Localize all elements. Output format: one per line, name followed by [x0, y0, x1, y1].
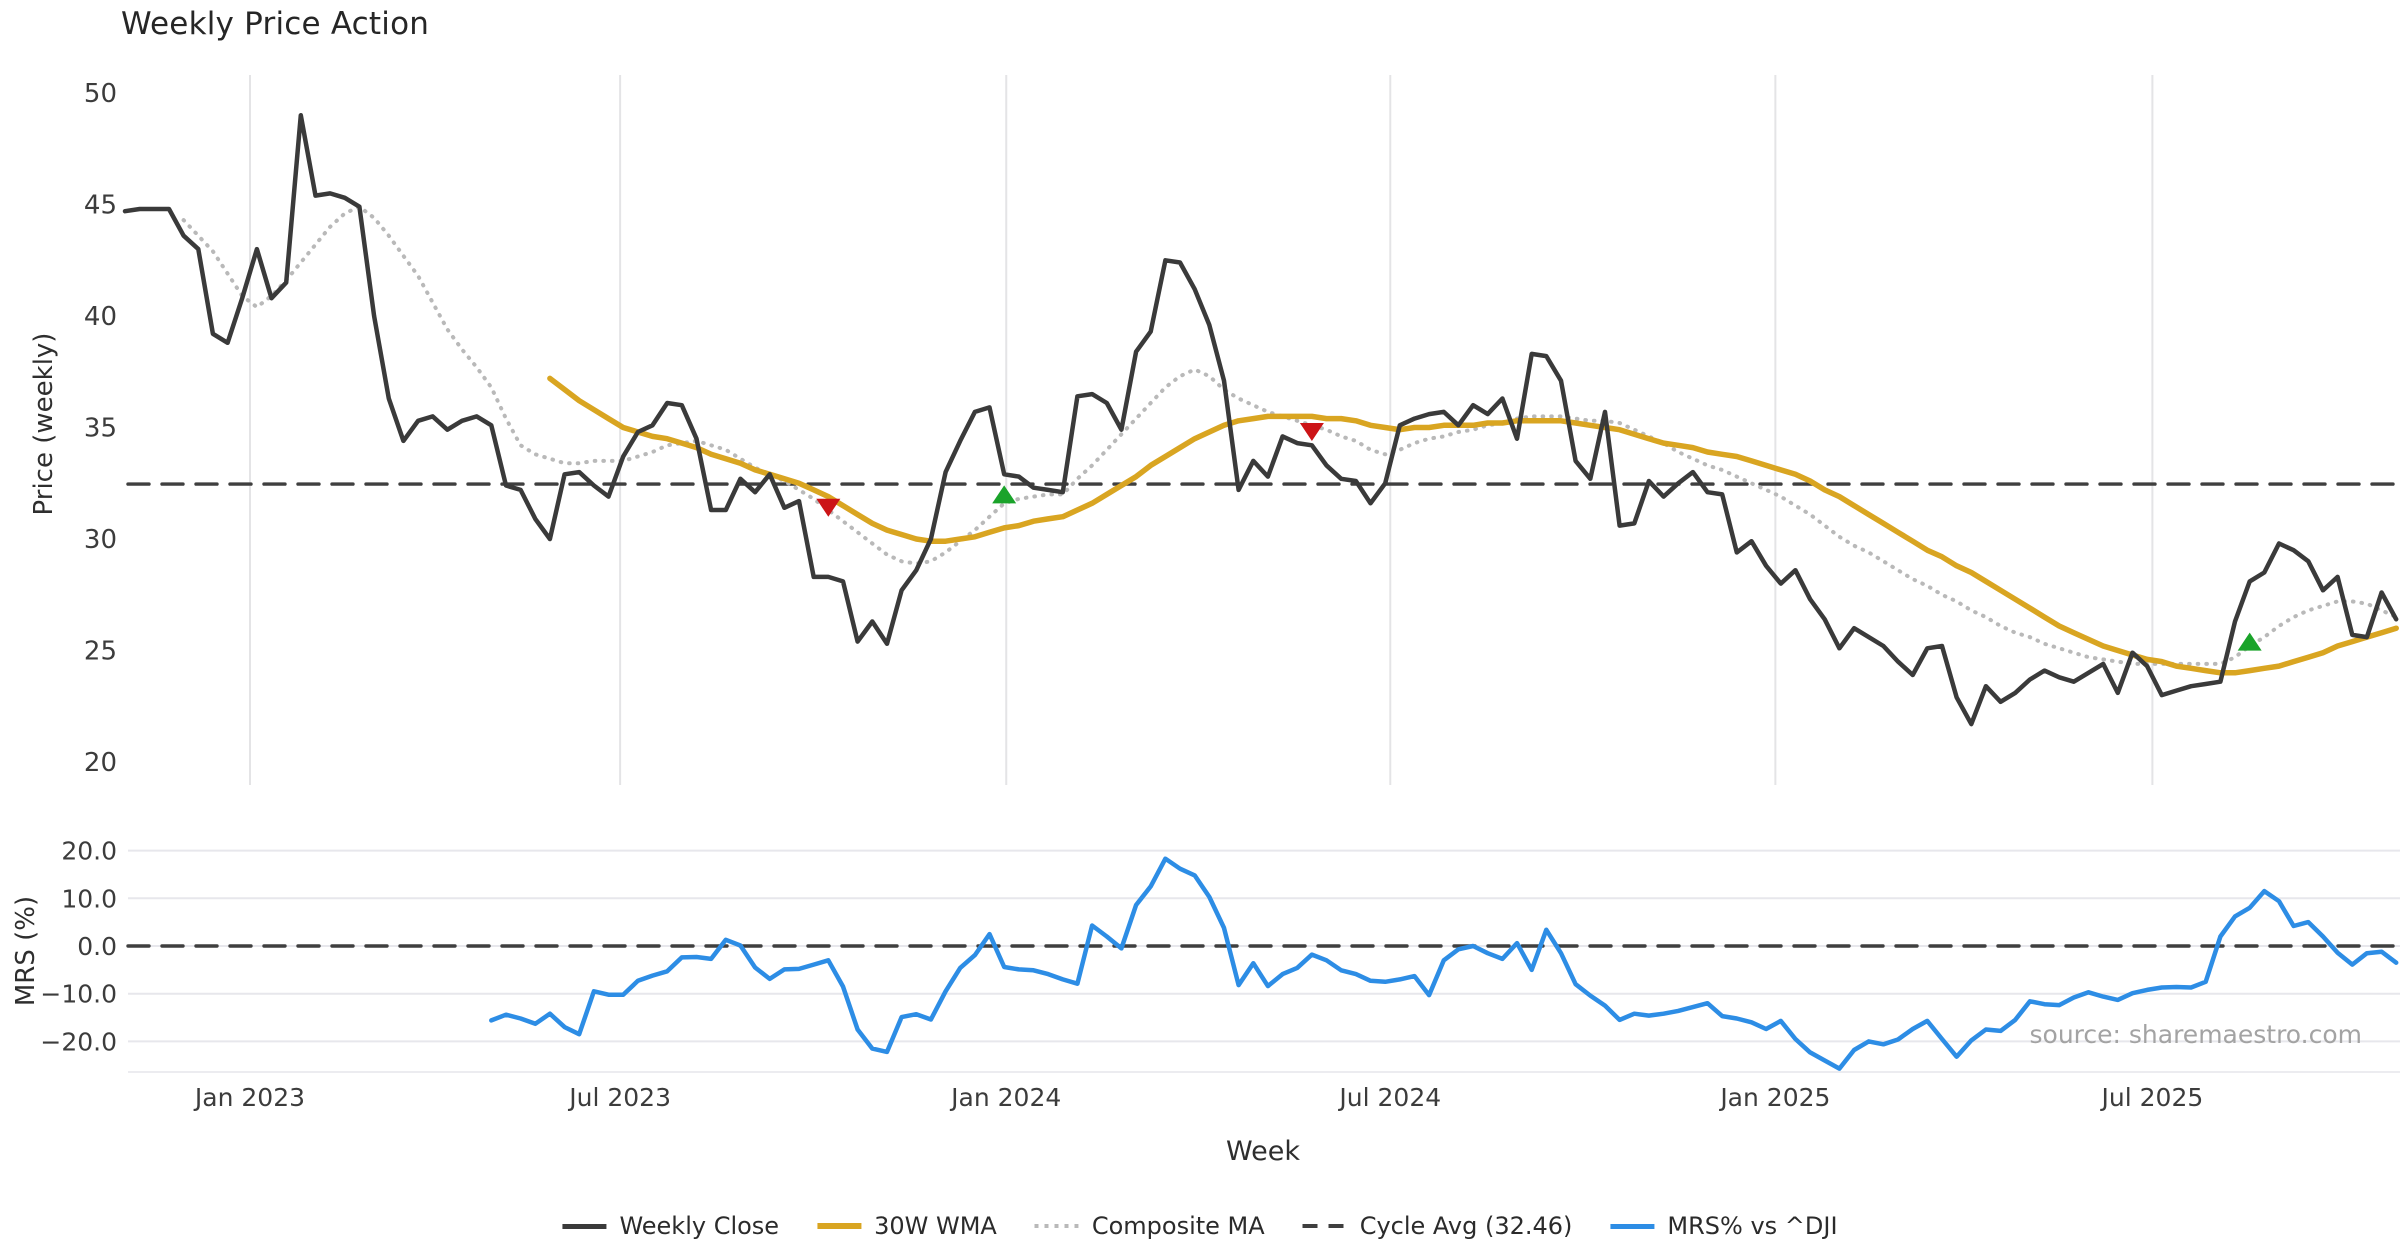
svg-text:Jul 2023: Jul 2023 — [567, 1083, 671, 1112]
svg-text:10.0: 10.0 — [61, 884, 117, 913]
legend-item-cycle-avg: Cycle Avg (32.46) — [1302, 1212, 1573, 1240]
svg-text:Jul 2024: Jul 2024 — [1337, 1083, 1441, 1112]
series-composite — [181, 204, 2399, 666]
svg-text:30: 30 — [84, 525, 117, 555]
legend-item-composite-ma: Composite MA — [1034, 1212, 1265, 1240]
legend-label: MRS% vs ^DJI — [1667, 1212, 1838, 1240]
sell-signal-marker — [816, 498, 841, 517]
legend-label: Composite MA — [1091, 1212, 1265, 1240]
signal-markers — [816, 422, 2262, 651]
source-credit: source: sharemaestro.com — [2029, 1020, 2363, 1049]
buy-signal-marker — [2237, 632, 2262, 651]
chart-legend: Weekly Close 30W WMA Composite MA Cycle … — [562, 1212, 1838, 1240]
buy-signal-marker — [992, 485, 1017, 504]
composite-ma-line-swatch-icon — [1034, 1223, 1079, 1229]
weekly-close-line-swatch-icon — [562, 1223, 607, 1229]
svg-text:35: 35 — [84, 414, 117, 444]
price-panel-gridlines — [248, 75, 2154, 785]
x-tick-labels: Jan 2023 Jul 2023 Jan 2024 Jul 2024 Jan 2025… — [193, 1083, 2203, 1112]
series-mrs_dji — [489, 856, 2399, 1071]
mrs-line-swatch-icon — [1610, 1223, 1655, 1229]
svg-text:25: 25 — [84, 637, 117, 667]
svg-text:Jan 2023: Jan 2023 — [193, 1083, 305, 1112]
svg-text:−20.0: −20.0 — [40, 1027, 117, 1056]
svg-text:−10.0: −10.0 — [40, 980, 117, 1009]
price-y-tick-labels: 20 25 30 35 40 45 50 — [84, 79, 117, 778]
mrs-panel-gridlines — [128, 849, 2400, 1073]
svg-text:40: 40 — [84, 302, 117, 332]
svg-text:Jul 2025: Jul 2025 — [2100, 1083, 2204, 1112]
series-wma30 — [547, 375, 2399, 676]
svg-text:50: 50 — [84, 79, 117, 109]
legend-item-30w-wma: 30W WMA — [817, 1212, 997, 1240]
legend-label: Cycle Avg (32.46) — [1359, 1212, 1573, 1240]
page-title: Weekly Price Action — [121, 6, 430, 42]
mrs-y-tick-labels: 20.0 10.0 0.0 −10.0 −20.0 — [40, 837, 117, 1057]
svg-text:20: 20 — [84, 748, 117, 778]
cycle-avg-line-swatch-icon — [1302, 1223, 1347, 1229]
svg-text:0.0: 0.0 — [77, 932, 117, 961]
svg-text:20.0: 20.0 — [61, 837, 117, 866]
series-weekly_close — [122, 113, 2399, 727]
x-axis-title: Week — [1226, 1136, 1300, 1167]
wma-line-swatch-icon — [817, 1223, 862, 1229]
sell-signal-marker — [1299, 422, 1324, 441]
legend-label: 30W WMA — [874, 1212, 997, 1240]
svg-text:45: 45 — [84, 191, 117, 221]
legend-label: Weekly Close — [619, 1212, 780, 1240]
svg-text:Jan 2024: Jan 2024 — [949, 1083, 1061, 1112]
legend-item-weekly-close: Weekly Close — [562, 1212, 779, 1240]
legend-item-mrs: MRS% vs ^DJI — [1610, 1212, 1838, 1240]
svg-text:Jan 2025: Jan 2025 — [1718, 1083, 1830, 1112]
